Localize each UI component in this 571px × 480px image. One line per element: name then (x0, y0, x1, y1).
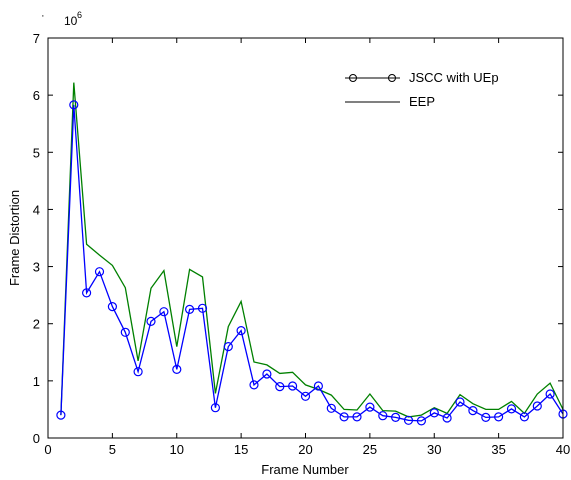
x-tick-label: 35 (491, 442, 505, 457)
data-point (532, 401, 542, 411)
data-point (185, 304, 195, 314)
legend: JSCC with UEp EEP (345, 70, 499, 109)
data-point (223, 342, 233, 352)
x-tick-label: 30 (427, 442, 441, 457)
data-point (481, 412, 491, 422)
x-tick-label: 25 (363, 442, 377, 457)
data-point (300, 391, 311, 401)
data-point (313, 381, 323, 391)
data-point (468, 406, 478, 416)
data-point (275, 382, 285, 392)
y-tick-label: 1 (33, 374, 40, 389)
data-point (107, 302, 118, 312)
x-tick-label: 40 (556, 442, 570, 457)
data-point (94, 267, 105, 277)
data-point (210, 403, 220, 413)
y-tick-label: 6 (33, 88, 40, 103)
data-point (403, 415, 414, 425)
data-point (197, 303, 208, 313)
y-exponent-base: 10 (64, 14, 78, 28)
series-line-eep (60, 82, 564, 418)
y-axis-label: Frame Distortion (7, 190, 22, 286)
data-point (56, 410, 66, 420)
data-point (391, 412, 401, 422)
data-point (288, 381, 298, 391)
data-point (378, 411, 388, 421)
y-tick-label: 2 (33, 317, 40, 332)
x-tick-label: 15 (234, 442, 248, 457)
data-point (69, 100, 79, 110)
series-lines (60, 82, 564, 422)
x-tick-label: 20 (298, 442, 312, 457)
x-axis-label: Frame Number (261, 462, 349, 477)
y-exponent-power: 6 (77, 10, 82, 20)
y-tick-label: 3 (33, 260, 40, 275)
y-exponent-prefix: · (41, 10, 45, 22)
x-tick-label: 0 (44, 442, 51, 457)
y-tick-label: 7 (33, 31, 40, 46)
y-tick-label: 5 (33, 145, 40, 160)
legend-label-jscc: JSCC with UEp (409, 70, 499, 85)
data-point (455, 397, 465, 407)
data-point (365, 402, 375, 412)
data-point (159, 307, 169, 317)
legend-marker-jscc-left (349, 74, 357, 82)
y-axis-ticks: 0 1 2 3 4 5 6 7 (33, 31, 563, 446)
data-point (442, 413, 452, 423)
data-point (416, 416, 426, 426)
data-point (81, 288, 92, 298)
data-point (494, 412, 504, 422)
data-point (352, 412, 362, 422)
data-point (236, 326, 246, 336)
plot-area (48, 38, 563, 438)
data-point (429, 408, 439, 418)
data-point (133, 367, 143, 377)
legend-marker-jscc-right (388, 74, 396, 82)
data-point (249, 380, 259, 390)
legend-label-eep: EEP (409, 94, 435, 109)
data-point (326, 403, 336, 413)
x-tick-label: 5 (109, 442, 116, 457)
x-axis-ticks: 0 5 10 15 20 25 30 35 40 (44, 38, 570, 457)
data-point (519, 412, 530, 422)
data-point (172, 364, 182, 374)
data-point (262, 369, 272, 379)
data-point (146, 316, 156, 326)
data-point (506, 404, 517, 414)
y-tick-label: 0 (33, 431, 40, 446)
x-tick-label: 10 (170, 442, 184, 457)
data-point (120, 327, 130, 337)
data-point (545, 389, 555, 399)
y-tick-label: 4 (33, 202, 40, 217)
data-point (339, 412, 349, 422)
series-line-jscc (60, 104, 564, 422)
series-markers (56, 100, 568, 426)
